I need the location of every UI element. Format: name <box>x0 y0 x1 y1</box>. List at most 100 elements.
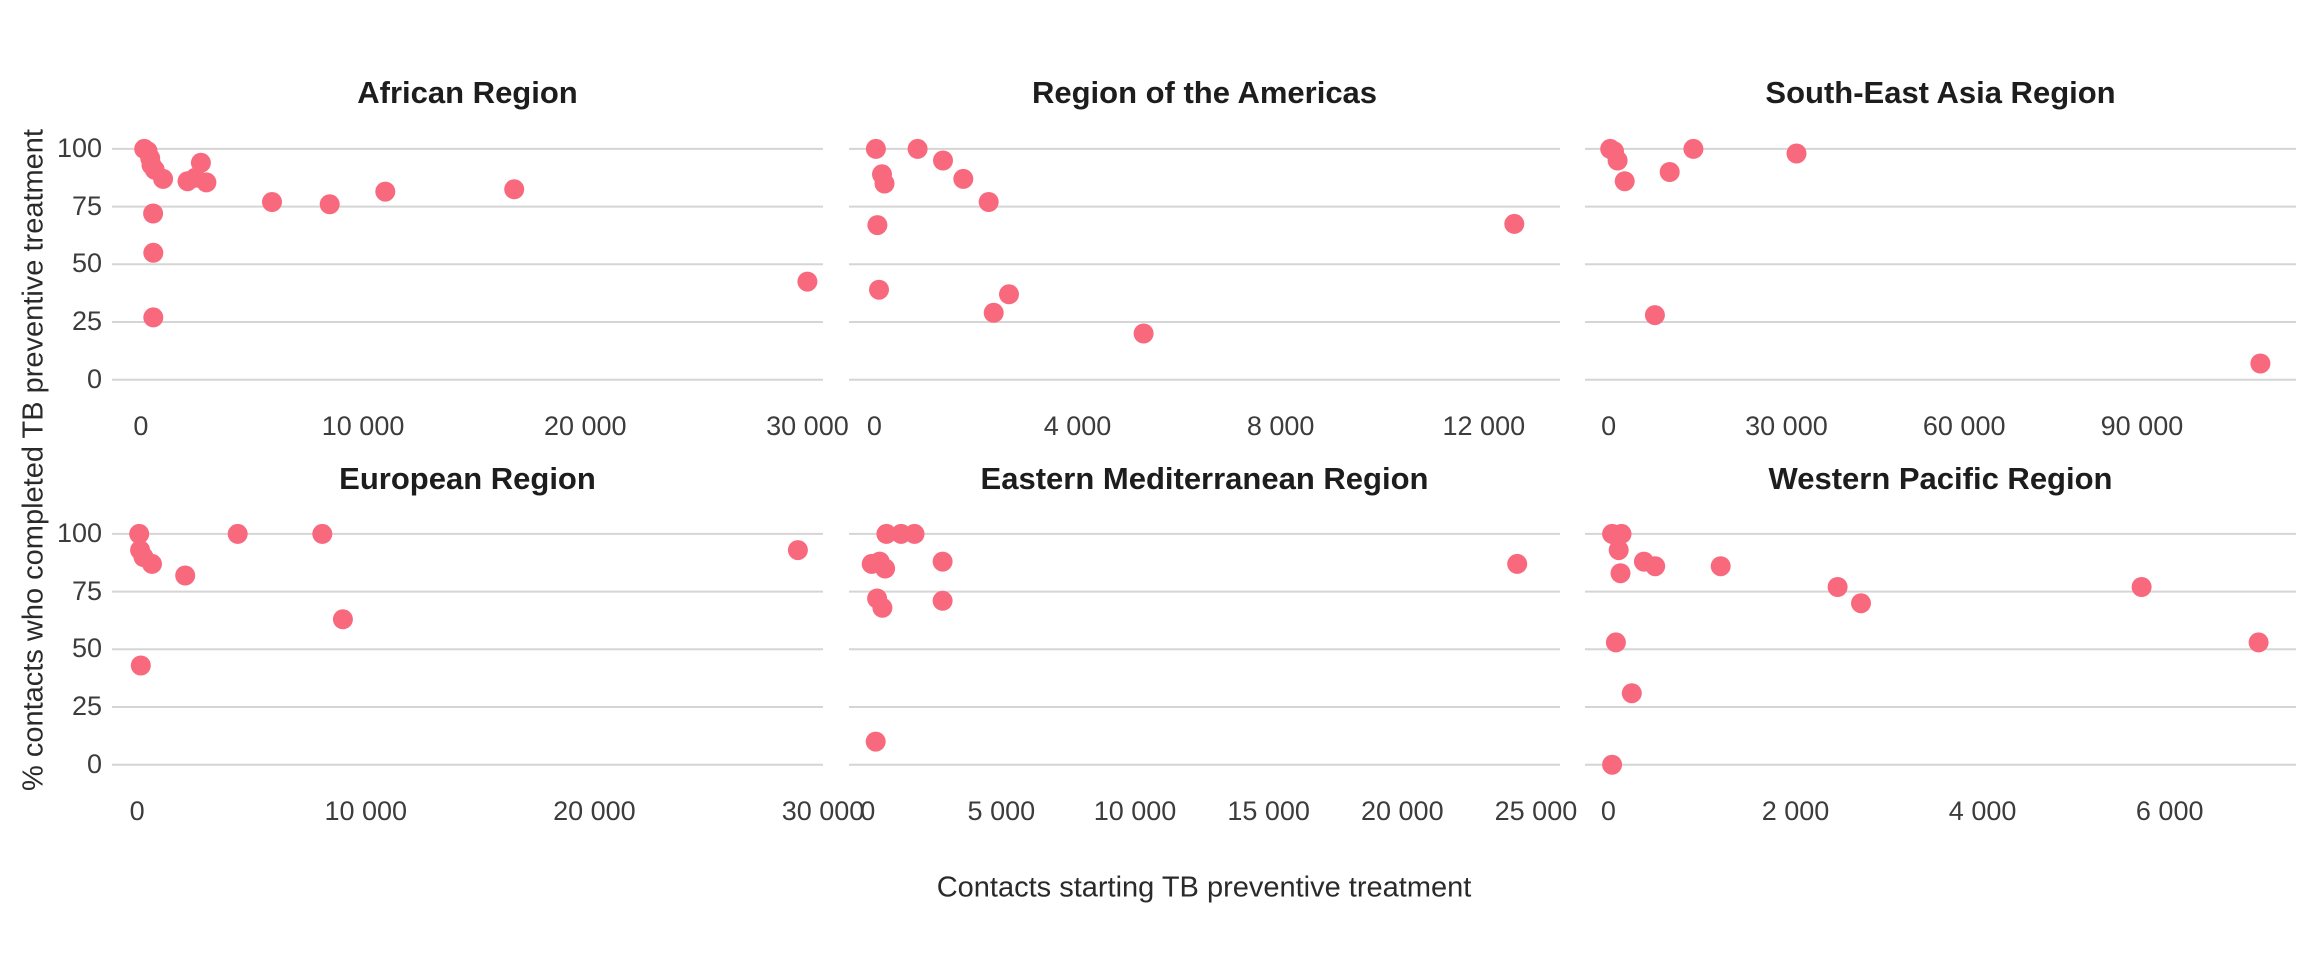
x-tick-label-region-of-the-americas: 4 000 <box>1043 411 1112 441</box>
data-point <box>865 138 886 159</box>
data-point <box>1507 553 1528 574</box>
x-tick-label-african-region: 0 <box>133 411 149 441</box>
data-point <box>983 302 1004 323</box>
data-point <box>375 181 396 202</box>
x-tick-label-south-east-asia-region: 90 000 <box>2100 411 2184 441</box>
data-point <box>869 279 889 300</box>
y-tick-label: 75 <box>71 575 102 606</box>
x-tick-label-eastern-mediterranean-region: 0 <box>860 796 876 826</box>
x-tick-label-eastern-mediterranean-region: 15 000 <box>1227 796 1310 826</box>
data-point <box>999 284 1019 305</box>
data-point <box>874 173 895 194</box>
data-point <box>1608 540 1629 561</box>
data-point <box>1610 563 1631 584</box>
data-point <box>1827 577 1848 597</box>
data-point <box>933 150 953 171</box>
data-point <box>1645 556 1666 577</box>
data-point <box>153 168 174 189</box>
y-tick-label: 75 <box>71 190 102 221</box>
x-tick-label-european-region: 0 <box>129 796 145 826</box>
panel-title-european-region: European Region <box>339 461 596 496</box>
data-point <box>1614 171 1635 192</box>
x-tick-label-western-pacific-region: 0 <box>1600 796 1616 826</box>
y-tick-label: 100 <box>56 132 102 163</box>
panel-title-western-pacific-region: Western Pacific Region <box>1768 461 2113 496</box>
data-point <box>1683 138 1704 159</box>
data-point <box>1133 323 1154 344</box>
data-point <box>876 523 897 544</box>
data-point <box>130 655 151 676</box>
x-tick-label-eastern-mediterranean-region: 5 000 <box>967 796 1036 826</box>
data-point <box>978 192 999 212</box>
data-point <box>129 523 150 544</box>
y-tick-label: 50 <box>71 633 102 664</box>
data-point <box>143 307 164 328</box>
x-tick-label-european-region: 10 000 <box>324 796 408 826</box>
data-point <box>2248 632 2269 653</box>
x-tick-label-western-pacific-region: 6 000 <box>2135 796 2204 826</box>
data-point <box>872 597 893 618</box>
y-tick-label: 50 <box>71 248 102 279</box>
x-tick-label-western-pacific-region: 2 000 <box>1761 796 1830 826</box>
panel-plot-african-region <box>112 138 823 381</box>
x-axis-title: Contacts starting TB preventive treatmen… <box>936 871 1472 904</box>
data-point <box>1659 162 1680 182</box>
x-tick-label-western-pacific-region: 4 000 <box>1948 796 2017 826</box>
y-tick-label: 0 <box>86 748 102 779</box>
panel-plot-eastern-mediterranean-region <box>849 523 1560 766</box>
data-point <box>332 609 353 630</box>
data-point <box>175 565 196 586</box>
panel-plot-european-region <box>112 523 823 766</box>
panel-plot-south-east-asia-region <box>1585 138 2296 381</box>
y-tick-label: 100 <box>56 517 102 548</box>
x-tick-label-south-east-asia-region: 30 000 <box>1745 411 1828 441</box>
data-point <box>312 523 333 544</box>
data-point <box>504 179 525 200</box>
panel-title-region-of-the-americas: Region of the Americas <box>1031 75 1378 110</box>
panel-plot-region-of-the-americas <box>849 138 1560 381</box>
y-tick-label: 0 <box>86 363 102 394</box>
data-point <box>907 138 928 159</box>
x-tick-label-eastern-mediterranean-region: 25 000 <box>1494 796 1578 826</box>
x-tick-label-south-east-asia-region: 60 000 <box>1922 411 2006 441</box>
x-tick-label-african-region: 20 000 <box>543 411 627 441</box>
data-point <box>1786 143 1807 164</box>
x-tick-label-european-region: 30 000 <box>781 796 865 826</box>
data-point <box>932 590 953 611</box>
data-point <box>1607 150 1628 171</box>
y-tick-label: 25 <box>71 306 102 336</box>
panel-title-eastern-mediterranean-region: Eastern Mediterranean Region <box>980 461 1429 496</box>
y-tick-label: 25 <box>71 691 102 721</box>
x-tick-label-region-of-the-americas: 8 000 <box>1246 411 1315 441</box>
data-point <box>190 152 211 173</box>
data-point <box>319 194 340 215</box>
data-point <box>142 553 162 574</box>
data-point <box>262 192 282 212</box>
data-point <box>1851 593 1871 614</box>
data-point <box>1710 556 1731 577</box>
x-tick-label-region-of-the-americas: 12 000 <box>1442 411 1526 441</box>
data-point <box>787 540 808 561</box>
data-point <box>1644 305 1665 326</box>
x-tick-label-eastern-mediterranean-region: 10 000 <box>1093 796 1177 826</box>
data-point <box>932 551 953 572</box>
data-point <box>2131 577 2152 597</box>
data-point <box>865 731 886 752</box>
data-point <box>1621 683 1642 704</box>
x-tick-label-eastern-mediterranean-region: 20 000 <box>1361 796 1444 826</box>
data-point <box>1602 754 1623 775</box>
data-point <box>904 523 925 544</box>
panel-plot-western-pacific-region <box>1585 523 2296 775</box>
data-point <box>953 168 974 189</box>
x-tick-label-south-east-asia-region: 0 <box>1601 411 1617 441</box>
data-point <box>867 215 888 236</box>
x-tick-label-region-of-the-americas: 0 <box>866 411 882 441</box>
panel-title-african-region: African Region <box>357 75 578 110</box>
x-tick-label-african-region: 30 000 <box>766 411 849 441</box>
data-point <box>143 203 164 224</box>
data-point <box>797 271 818 292</box>
data-point <box>2250 353 2271 374</box>
data-point <box>875 558 896 579</box>
panel-title-south-east-asia-region: South-East Asia Region <box>1765 75 2116 110</box>
